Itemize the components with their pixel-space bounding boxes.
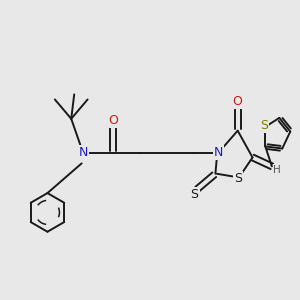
Text: O: O xyxy=(108,114,118,127)
Text: H: H xyxy=(273,165,281,175)
Text: S: S xyxy=(260,119,268,132)
Text: S: S xyxy=(234,172,242,185)
Text: O: O xyxy=(233,95,243,108)
Text: N: N xyxy=(78,146,88,160)
Text: S: S xyxy=(190,188,199,201)
Text: N: N xyxy=(214,146,223,160)
